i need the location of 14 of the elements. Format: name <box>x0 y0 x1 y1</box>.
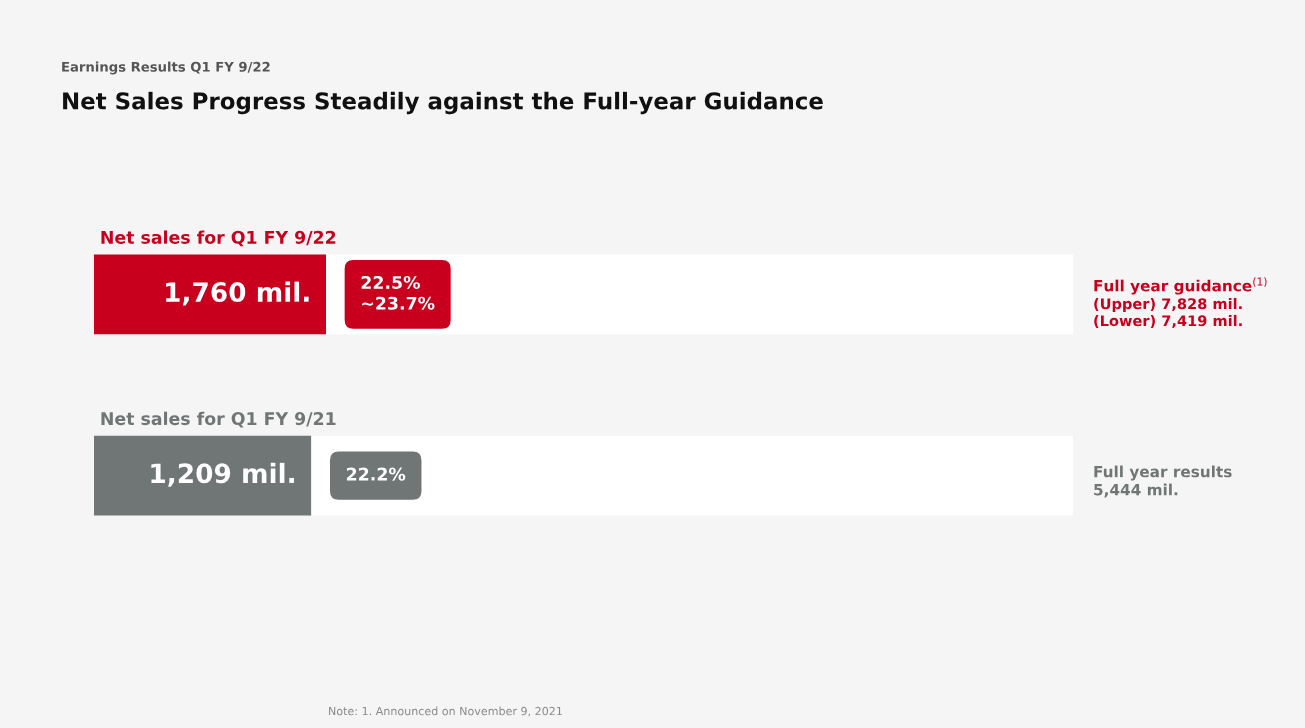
text: (Upper) 7,828 mil. <box>1094 297 1242 313</box>
chart-subtitle: Earnings Results Q1 FY 9/22 <box>62 61 270 75</box>
annotation: 1,209 mil. <box>151 462 294 487</box>
text: Full year results <box>1094 465 1232 481</box>
y-tick-label: Net sales for Q1 FY 9/22 <box>101 230 336 247</box>
y-tick-label: Net sales for Q1 FY 9/21 <box>101 411 336 428</box>
annotation: 1,760 mil. <box>166 281 309 306</box>
data-label: 22.2% <box>346 467 406 481</box>
data-label: 22.5% ~23.7% <box>361 275 435 310</box>
text: 5,444 mil. <box>1094 483 1178 498</box>
text: Full year guidance$^{(1)}$ <box>1094 277 1267 295</box>
text: (Lower) 7,419 mil. <box>1094 314 1242 329</box>
text: Note: 1. Announced on November 9, 2021 <box>329 706 562 717</box>
chart-title: Net Sales Progress Steadily against the Full-year Guidance <box>63 91 823 115</box>
